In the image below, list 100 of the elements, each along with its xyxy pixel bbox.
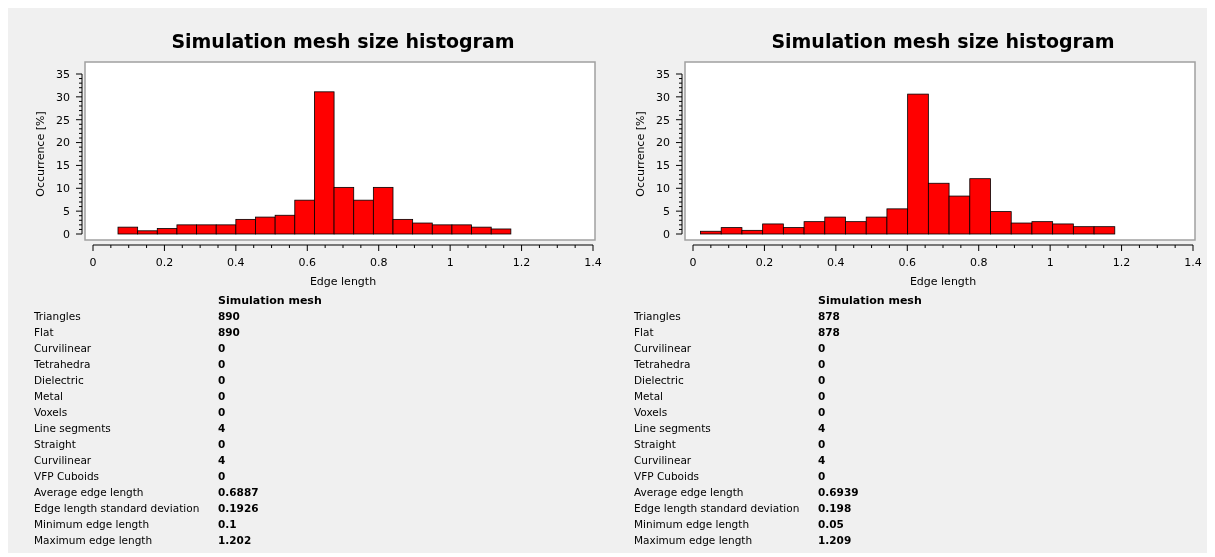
text: 890 [218, 326, 240, 338]
x-tick-label: 0.2 [755, 256, 774, 269]
y-tick-label: 20 [56, 136, 70, 150]
x-tick-label: 0.6 [898, 256, 917, 269]
x-tick-label: 0.8 [369, 256, 388, 269]
text: Voxels [34, 406, 68, 418]
text: Maximum edge length [634, 534, 753, 546]
text: 0 [818, 438, 826, 450]
x-tick-label: 1 [446, 256, 454, 269]
text: Straight [634, 438, 676, 450]
text: 0 [818, 470, 826, 482]
text: Metal [634, 390, 663, 402]
text: Average edge length [634, 486, 744, 498]
text: Triangles [33, 310, 81, 322]
text: 0 [218, 374, 226, 386]
text: 0 [218, 438, 226, 450]
x-tick-label: 1.4 [1184, 256, 1202, 269]
text: 0 [218, 390, 226, 402]
text: 890 [218, 310, 240, 322]
y-axis-title: Occurrence [%] [34, 111, 47, 197]
text: Curvilinear [34, 342, 92, 354]
y-tick-label: 10 [656, 182, 670, 196]
text: 0 [218, 358, 226, 370]
x-axis-title: Edge length [909, 275, 977, 288]
x-tick-label: 0.4 [227, 256, 245, 269]
text: 0 [218, 342, 226, 354]
x-tick-label: 0.6 [298, 256, 317, 269]
text: 0 [218, 406, 226, 418]
y-tick-label: 20 [656, 136, 670, 150]
text: Edge length standard deviation [634, 502, 800, 514]
x-tick-label: 0.4 [827, 256, 845, 269]
text: Curvilinear [634, 342, 692, 354]
x-tick-label: 0.8 [969, 256, 988, 269]
text: Average edge length [34, 486, 144, 498]
text: 878 [818, 310, 840, 322]
x-tick-label: 1.2 [1112, 256, 1131, 269]
text: Flat [634, 326, 654, 338]
text: 4 [218, 422, 226, 434]
chart-title: Simulation mesh size histogram [171, 30, 515, 52]
x-tick-label: 1.4 [584, 256, 602, 269]
text: 0 [818, 358, 826, 370]
text: 1.202 [218, 534, 252, 546]
text: 0.05 [818, 518, 844, 530]
text: 878 [818, 326, 840, 338]
text: 0 [218, 470, 226, 482]
y-tick-label: 5 [663, 204, 670, 218]
text: Minimum edge length [34, 518, 150, 530]
text: VFP Cuboids [634, 470, 700, 482]
text: 0.1 [218, 518, 237, 530]
x-tick-label: 1.2 [512, 256, 531, 269]
text: 0 [818, 342, 826, 354]
x-tick-label: 0 [89, 256, 97, 269]
x-tick-label: 0.2 [155, 256, 174, 269]
text: Minimum edge length [634, 518, 750, 530]
x-tick-label: 1 [1046, 256, 1054, 269]
text: VFP Cuboids [34, 470, 100, 482]
text: Tetrahedra [33, 358, 91, 370]
text: Dielectric [34, 374, 84, 386]
text: Curvilinear [634, 454, 692, 466]
text: Line segments [34, 422, 111, 434]
y-tick-label: 30 [56, 90, 70, 104]
text: Straight [34, 438, 76, 450]
y-tick-label: 0 [63, 227, 70, 241]
y-tick-label: 10 [56, 182, 70, 196]
text: Line segments [634, 422, 711, 434]
y-tick-label: 25 [656, 113, 670, 127]
text: 0.6887 [218, 486, 259, 498]
y-tick-label: 35 [656, 67, 670, 81]
text: 0 [818, 406, 826, 418]
text: 0.198 [818, 502, 852, 514]
text: 1.209 [818, 534, 852, 546]
text: 0 [818, 390, 826, 402]
text: 0.6939 [818, 486, 859, 498]
text: Curvilinear [34, 454, 92, 466]
y-tick-label: 35 [56, 67, 70, 81]
y-tick-label: 25 [56, 113, 70, 127]
text: 4 [818, 454, 826, 466]
y-tick-label: 5 [63, 204, 70, 218]
text: Dielectric [634, 374, 684, 386]
text: 0.1926 [218, 502, 259, 514]
text: Metal [34, 390, 63, 402]
text: Edge length standard deviation [34, 502, 200, 514]
text: Tetrahedra [633, 358, 691, 370]
y-axis-title: Occurrence [%] [634, 111, 647, 197]
text: Flat [34, 326, 54, 338]
y-tick-label: 30 [656, 90, 670, 104]
text: 0 [818, 374, 826, 386]
text: 4 [818, 422, 826, 434]
text: Maximum edge length [34, 534, 153, 546]
text: Voxels [634, 406, 668, 418]
text: 4 [218, 454, 226, 466]
text: Simulation mesh [818, 294, 922, 307]
x-axis-title: Edge length [309, 275, 377, 288]
chart-title: Simulation mesh size histogram [771, 30, 1115, 52]
x-tick-label: 0 [689, 256, 697, 269]
y-tick-label: 15 [56, 159, 70, 173]
y-tick-label: 0 [663, 227, 670, 241]
text: Simulation mesh [218, 294, 322, 307]
text: Triangles [633, 310, 681, 322]
y-tick-label: 15 [656, 159, 670, 173]
